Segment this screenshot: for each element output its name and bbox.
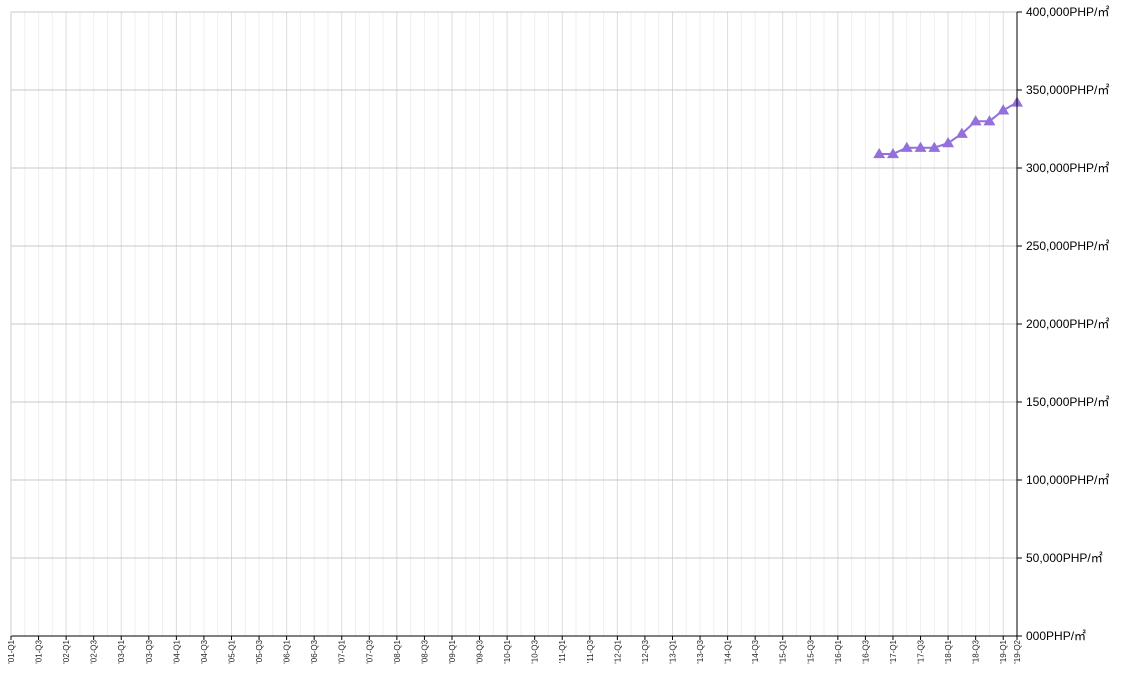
- x-tick-label: '17-Q1: [889, 639, 898, 663]
- data-point-triangle: [983, 115, 996, 126]
- x-tick-label: '16-Q3: [861, 639, 870, 663]
- x-tick-label: '05-Q3: [255, 639, 264, 663]
- y-tick-label: 000PHP/㎡: [1026, 629, 1086, 643]
- x-tick-label: '10-Q3: [531, 639, 540, 663]
- x-tick-label: '14-Q1: [724, 639, 733, 663]
- x-axis: '01-Q1 '01-Q3 '02-Q1 '02-Q3 '03-Q1 '03-Q3 '04-…: [7, 636, 1022, 664]
- x-tick-label: '04-Q1: [172, 639, 181, 663]
- x-tick-label: '16-Q1: [834, 639, 843, 663]
- x-tick-label: '07-Q3: [365, 639, 374, 663]
- x-tick-label: '07-Q1: [338, 639, 347, 663]
- x-tick-label: '08-Q1: [393, 639, 402, 663]
- y-axis: 000PHP/㎡ 50,000PHP/㎡ 100,000PHP/㎡ 150,000PH…: [10, 5, 1109, 643]
- data-point-triangle: [942, 137, 955, 148]
- x-tick-label: '12-Q3: [641, 639, 650, 663]
- x-tick-label: '11-Q1: [558, 639, 567, 663]
- x-tick-label: '18-Q1: [944, 639, 953, 663]
- y-tick-label: 50,000PHP/㎡: [1026, 551, 1103, 565]
- x-tick-label: '05-Q1: [227, 639, 236, 663]
- data-point-triangle: [969, 115, 982, 126]
- y-tick-label: 100,000PHP/㎡: [1026, 473, 1109, 487]
- x-tick-label: '09-Q1: [448, 639, 457, 663]
- y-tick-label: 250,000PHP/㎡: [1026, 239, 1109, 253]
- data-point-triangle: [914, 141, 927, 152]
- x-tick-label: '15-Q1: [779, 639, 788, 663]
- x-tick-label: '10-Q1: [503, 639, 512, 663]
- x-tick-label: '01-Q1: [7, 639, 16, 663]
- x-tick-label: '13-Q3: [696, 639, 705, 663]
- x-tick-label: '15-Q3: [806, 639, 815, 663]
- data-point-triangle: [928, 141, 941, 152]
- data-point-triangle: [900, 141, 913, 152]
- x-tick-label: '02-Q1: [62, 639, 71, 663]
- y-tick-label: 400,000PHP/㎡: [1026, 5, 1109, 19]
- x-tick-label: '08-Q3: [420, 639, 429, 663]
- x-tick-label: '17-Q3: [917, 639, 926, 663]
- x-tick-label: '06-Q1: [283, 639, 292, 663]
- x-tick-label: '19-Q2: [1013, 639, 1022, 663]
- data-point-triangle: [997, 104, 1010, 115]
- x-tick-label: '12-Q1: [613, 639, 622, 663]
- data-point-triangle: [955, 127, 968, 138]
- series-layer: [873, 96, 1023, 159]
- x-tick-label: '11-Q3: [586, 639, 595, 663]
- x-tick-label: '03-Q1: [117, 639, 126, 663]
- x-tick-label: '04-Q3: [200, 639, 209, 663]
- x-tick-label: '13-Q1: [668, 639, 677, 663]
- y-tick-label: 300,000PHP/㎡: [1026, 161, 1109, 175]
- x-tick-label: '09-Q3: [476, 639, 485, 663]
- x-tick-label: '19-Q1: [999, 639, 1008, 663]
- x-tick-label: '06-Q3: [310, 639, 319, 663]
- data-point-triangle: [886, 147, 899, 159]
- x-tick-label: '14-Q3: [751, 639, 760, 663]
- y-tick-label: 150,000PHP/㎡: [1026, 395, 1109, 409]
- x-tick-label: '03-Q3: [145, 639, 154, 663]
- x-tick-label: '01-Q3: [35, 639, 44, 663]
- data-point-triangle: [873, 147, 886, 159]
- x-tick-label: '02-Q3: [90, 639, 99, 663]
- y-tick-label: 200,000PHP/㎡: [1026, 317, 1109, 331]
- y-tick-label: 350,000PHP/㎡: [1026, 83, 1109, 97]
- grid: [10, 11, 1018, 637]
- x-tick-label: '18-Q3: [972, 639, 981, 663]
